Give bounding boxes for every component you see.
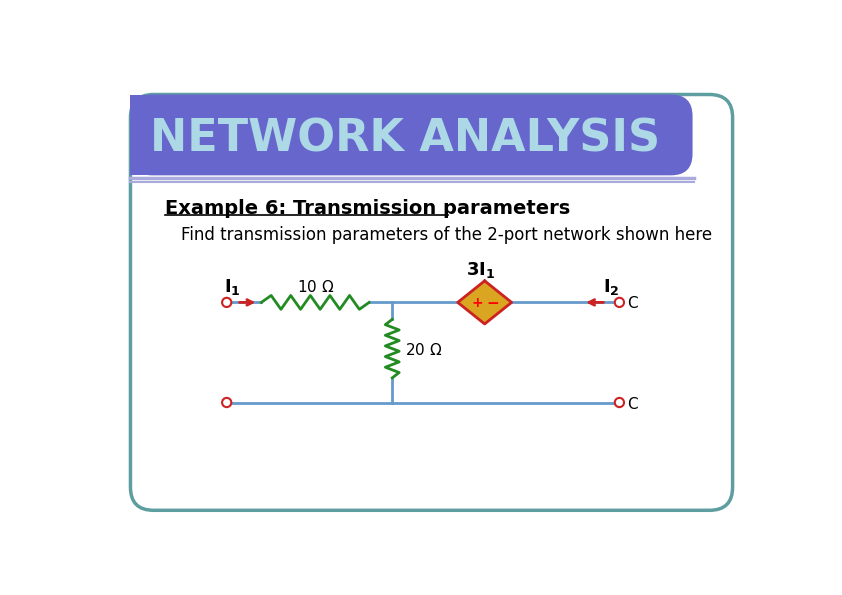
Text: $\mathbf{3I_1}$: $\mathbf{3I_1}$ — [466, 260, 495, 280]
Text: +: + — [472, 296, 482, 310]
Text: C: C — [627, 296, 637, 311]
FancyBboxPatch shape — [131, 95, 733, 511]
Text: 10 $\Omega$: 10 $\Omega$ — [296, 279, 334, 295]
Text: Find transmission parameters of the 2-port network shown here: Find transmission parameters of the 2-po… — [180, 226, 711, 243]
Circle shape — [222, 298, 232, 307]
Circle shape — [222, 398, 232, 407]
Text: −: − — [486, 296, 498, 311]
Text: 20 $\Omega$: 20 $\Omega$ — [404, 342, 442, 358]
Polygon shape — [458, 281, 512, 324]
Text: C: C — [627, 396, 637, 412]
Circle shape — [615, 398, 624, 407]
Bar — [131, 95, 439, 176]
Text: $\mathbf{I_1}$: $\mathbf{I_1}$ — [225, 277, 242, 297]
Text: Example 6: Transmission parameters: Example 6: Transmission parameters — [165, 199, 570, 218]
FancyBboxPatch shape — [131, 95, 693, 176]
Text: NETWORK ANALYSIS: NETWORK ANALYSIS — [150, 118, 660, 161]
Circle shape — [615, 298, 624, 307]
Text: $\mathbf{I_2}$: $\mathbf{I_2}$ — [604, 277, 620, 297]
